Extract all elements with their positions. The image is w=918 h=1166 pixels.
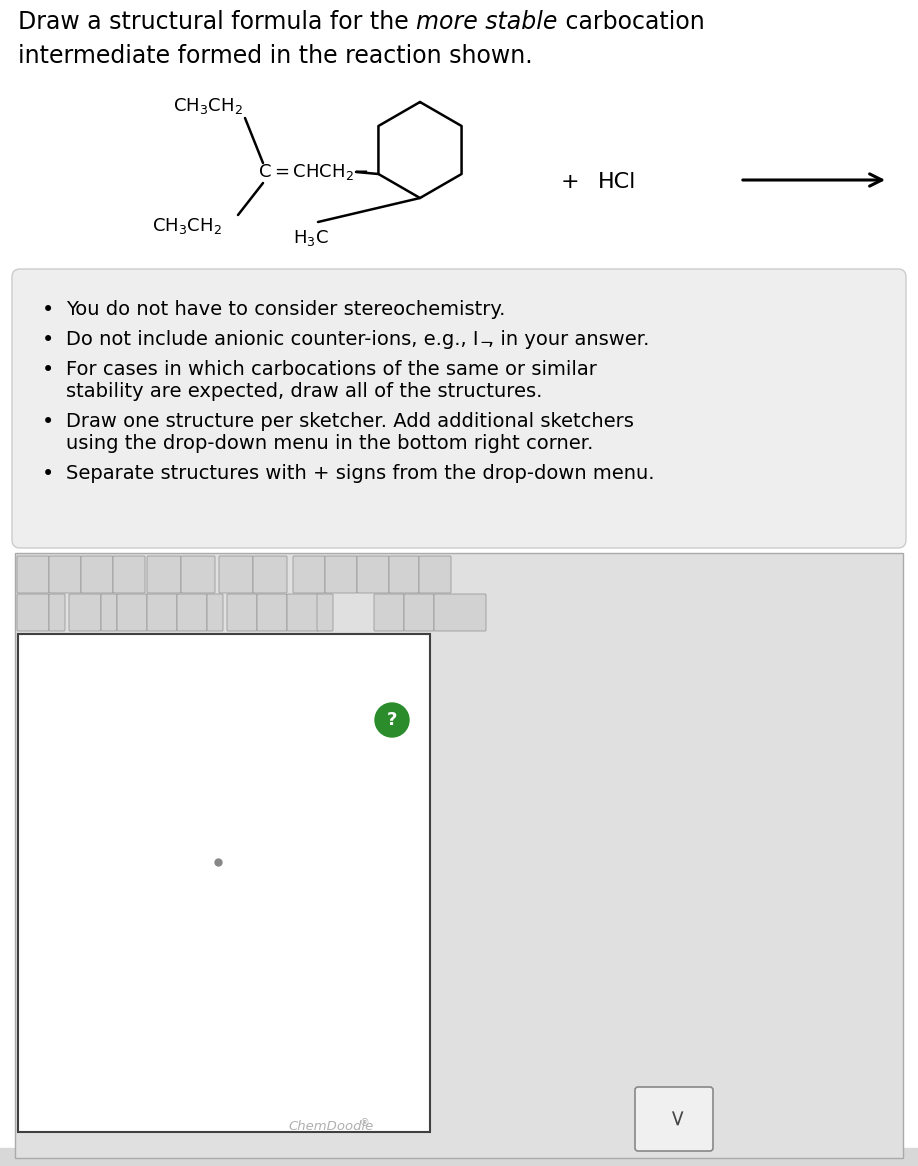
Text: ?: ? (386, 711, 397, 729)
FancyBboxPatch shape (113, 556, 145, 593)
Circle shape (375, 703, 409, 737)
FancyBboxPatch shape (177, 593, 207, 631)
FancyBboxPatch shape (49, 593, 65, 631)
FancyBboxPatch shape (219, 556, 253, 593)
Text: Do not include anionic counter-ions, e.g., I: Do not include anionic counter-ions, e.g… (66, 330, 478, 349)
FancyBboxPatch shape (181, 556, 215, 593)
Text: •: • (42, 330, 54, 350)
FancyBboxPatch shape (69, 593, 101, 631)
Text: −: − (479, 335, 492, 350)
Text: carbocation: carbocation (557, 10, 704, 34)
Bar (0, 1149, 918, 1166)
Text: , in your answer.: , in your answer. (488, 330, 650, 349)
FancyBboxPatch shape (227, 593, 257, 631)
Text: $\mathregular{C{=}CHCH_2{-}}$: $\mathregular{C{=}CHCH_2{-}}$ (258, 162, 369, 182)
FancyBboxPatch shape (207, 593, 223, 631)
FancyBboxPatch shape (49, 556, 81, 593)
Text: •: • (42, 300, 54, 319)
FancyBboxPatch shape (17, 593, 49, 631)
FancyBboxPatch shape (389, 556, 419, 593)
Text: •: • (42, 360, 54, 380)
Text: $\mathregular{H_3C}$: $\mathregular{H_3C}$ (293, 229, 329, 248)
Bar (18, 634, 430, 1132)
Text: Draw a structural formula for the: Draw a structural formula for the (18, 10, 416, 34)
Text: HCl: HCl (598, 173, 636, 192)
FancyBboxPatch shape (253, 556, 287, 593)
Text: $\mathregular{CH_3CH_2}$: $\mathregular{CH_3CH_2}$ (152, 216, 222, 236)
Text: stability are expected, draw all of the structures.: stability are expected, draw all of the … (66, 382, 543, 401)
FancyBboxPatch shape (257, 593, 287, 631)
Text: +: + (561, 173, 579, 192)
Text: more stable: more stable (416, 10, 557, 34)
FancyBboxPatch shape (287, 593, 319, 631)
Text: ChemDoodle: ChemDoodle (288, 1121, 374, 1133)
Text: $\mathregular{CH_3CH_2}$: $\mathregular{CH_3CH_2}$ (173, 96, 243, 115)
Text: •: • (42, 464, 54, 484)
FancyBboxPatch shape (325, 556, 357, 593)
Text: Do not include anionic counter-ions, e.g., I: Do not include anionic counter-ions, e.g… (66, 330, 478, 349)
FancyBboxPatch shape (12, 269, 906, 548)
FancyBboxPatch shape (374, 593, 404, 631)
Text: •: • (42, 412, 54, 431)
FancyBboxPatch shape (317, 593, 333, 631)
Text: >: > (664, 1110, 684, 1129)
FancyBboxPatch shape (147, 593, 177, 631)
FancyBboxPatch shape (293, 556, 325, 593)
Text: intermediate formed in the reaction shown.: intermediate formed in the reaction show… (18, 44, 532, 68)
FancyBboxPatch shape (147, 556, 181, 593)
FancyBboxPatch shape (419, 556, 451, 593)
FancyBboxPatch shape (117, 593, 147, 631)
FancyBboxPatch shape (434, 593, 486, 631)
Bar (15, 553, 903, 1158)
Text: For cases in which carbocations of the same or similar: For cases in which carbocations of the s… (66, 360, 597, 379)
FancyBboxPatch shape (81, 556, 113, 593)
FancyBboxPatch shape (17, 556, 49, 593)
FancyBboxPatch shape (101, 593, 117, 631)
FancyBboxPatch shape (404, 593, 434, 631)
Text: Draw one structure per sketcher. Add additional sketchers: Draw one structure per sketcher. Add add… (66, 412, 633, 431)
FancyBboxPatch shape (635, 1087, 713, 1151)
Text: using the drop-down menu in the bottom right corner.: using the drop-down menu in the bottom r… (66, 434, 593, 454)
FancyBboxPatch shape (357, 556, 389, 593)
Text: You do not have to consider stereochemistry.: You do not have to consider stereochemis… (66, 300, 506, 319)
Text: ®: ® (360, 1118, 370, 1128)
Text: Separate structures with + signs from the drop-down menu.: Separate structures with + signs from th… (66, 464, 655, 483)
